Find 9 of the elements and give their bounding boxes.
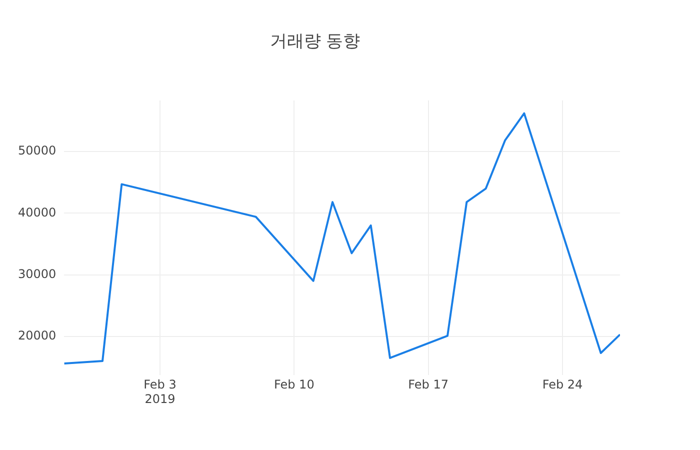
chart-title: 거래량 동향 (270, 32, 360, 52)
x-tick-label: Feb 17 (408, 378, 449, 392)
x-tick-label: Feb 24 (542, 378, 583, 392)
y-tick-label: 50000 (18, 144, 56, 158)
y-tick-label: 20000 (18, 328, 56, 343)
y-tick-label: 30000 (18, 266, 56, 281)
x-tick-label: Feb 3 2019 (144, 378, 176, 406)
y-tick-label: 40000 (18, 205, 56, 220)
x-tick-label: Feb 10 (274, 378, 314, 392)
